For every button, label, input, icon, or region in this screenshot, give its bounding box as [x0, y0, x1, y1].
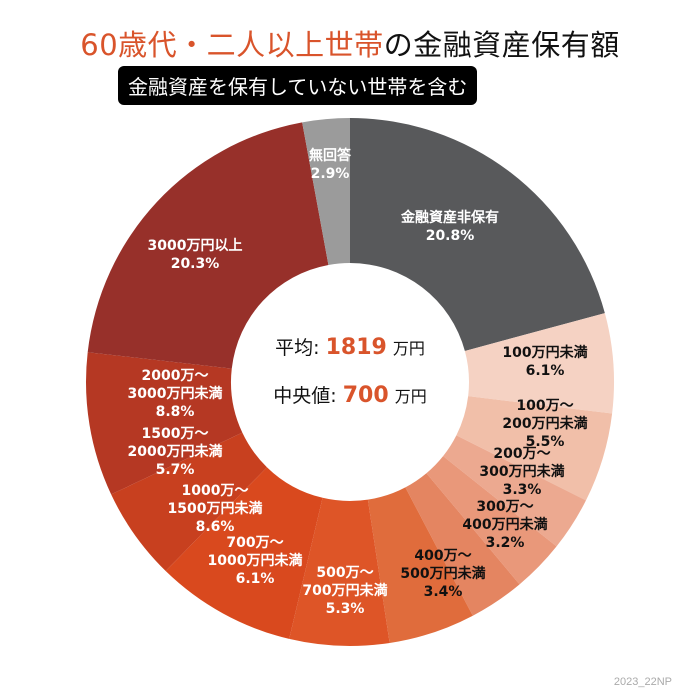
credit-text: 2023_22NP [613, 676, 672, 688]
slice-value-label: 5.3% [326, 601, 365, 617]
slice-10 [86, 352, 243, 495]
slice-category-label: 300万円未満 [479, 463, 564, 480]
slice-value-label: 6.1% [236, 571, 275, 587]
slice-label-7: 700万〜 1000万円未満 6.1% [208, 535, 303, 587]
slice-category-label: 3000万円以上 [148, 238, 243, 254]
slice-category-label: 700万〜 [226, 535, 283, 551]
slice-category-label: 3000万円未満 [128, 385, 223, 402]
slice-value-label: 5.5% [526, 434, 565, 450]
slice-category-label: 500万円未満 [400, 565, 485, 582]
slice-0 [350, 118, 605, 351]
slice-category-label: 1000万〜 [182, 483, 249, 499]
slice-label-5: 400万〜 500万円未満 3.4% [400, 548, 485, 600]
slice-category-label: 400万〜 [414, 548, 471, 564]
slice-category-label: 無回答 [309, 147, 352, 164]
median-value: 700 [343, 383, 389, 408]
title-rest: の金融資産保有額 [383, 28, 620, 62]
subtitle-badge: 金融資産を保有していない世帯を含む [118, 66, 478, 105]
slice-label-12: 無回答 2.9% [309, 147, 352, 182]
chart-title: 60歳代・二人以上世帯の金融資産保有額 [0, 22, 700, 64]
slice-label-10: 2000万〜 3000万円未満 8.8% [128, 368, 223, 420]
mean-label: 平均: [275, 337, 319, 359]
slice-label-8: 1000万〜 1500万円未満 8.6% [168, 483, 263, 535]
slice-category-label: 2000万〜 [142, 368, 209, 384]
slice-4 [426, 456, 557, 585]
slice-11 [87, 122, 329, 369]
slice-category-label: 金融資産非保有 [400, 209, 499, 226]
slice-3 [443, 435, 586, 547]
slice-6 [367, 487, 473, 644]
slice-category-label: 1500万〜 [142, 426, 209, 442]
slice-category-label: 400万円未満 [462, 516, 547, 533]
title-accent: 60歳代・二人以上世帯 [80, 28, 384, 62]
center-summary: 平均: 1819 万円 中央値: 700 万円 [273, 335, 426, 408]
median-label: 中央値: [273, 385, 336, 407]
slice-value-label: 3.3% [503, 482, 542, 498]
slice-category-label: 700万円未満 [302, 582, 387, 599]
slice-label-11: 3000万円以上 20.3% [148, 238, 243, 272]
mean-unit: 万円 [393, 339, 425, 358]
slice-value-label: 8.8% [156, 404, 195, 420]
slice-9 [111, 432, 267, 572]
slice-label-6: 500万〜 700万円未満 5.3% [302, 565, 387, 617]
median-row: 中央値: 700 万円 [273, 383, 426, 408]
slice-value-label: 20.8% [426, 228, 475, 244]
slice-1 [464, 313, 615, 414]
median-unit: 万円 [395, 387, 427, 406]
slice-category-label: 1500万円未満 [168, 500, 263, 517]
slice-category-label: 100万〜 [516, 398, 573, 414]
slice-value-label: 3.2% [486, 535, 525, 551]
slice-label-2: 100万〜 200万円未満 5.5% [502, 398, 587, 450]
slice-category-label: 1000万円未満 [208, 552, 303, 569]
slice-category-label: 500万〜 [316, 565, 373, 581]
slice-label-1: 100万円未満 6.1% [502, 344, 587, 379]
slice-2 [456, 396, 613, 501]
slice-8 [165, 467, 323, 639]
slice-value-label: 20.3% [171, 256, 220, 272]
slice-7 [289, 497, 390, 647]
slice-label-3: 200万〜 300万円未満 3.3% [479, 446, 564, 498]
slice-value-label: 2.9% [311, 166, 350, 182]
slice-category-label: 300万〜 [476, 499, 533, 515]
slice-category-label: 100万円未満 [502, 344, 587, 361]
slice-category-label: 2000万円未満 [128, 443, 223, 460]
slice-category-label: 200万円未満 [502, 415, 587, 432]
slice-value-label: 5.7% [156, 462, 195, 478]
mean-row: 平均: 1819 万円 [275, 335, 425, 360]
slice-5 [405, 473, 520, 616]
slice-value-label: 6.1% [526, 363, 565, 379]
slice-label-4: 300万〜 400万円未満 3.2% [462, 499, 547, 551]
slice-label-0: 金融資産非保有 20.8% [400, 209, 499, 244]
slice-category-label: 200万〜 [493, 446, 550, 462]
slice-value-label: 3.4% [424, 584, 463, 600]
slice-value-label: 8.6% [196, 519, 235, 535]
mean-value: 1819 [326, 335, 387, 360]
slice-label-9: 1500万〜 2000万円未満 5.7% [128, 426, 223, 478]
slice-12 [302, 118, 350, 265]
